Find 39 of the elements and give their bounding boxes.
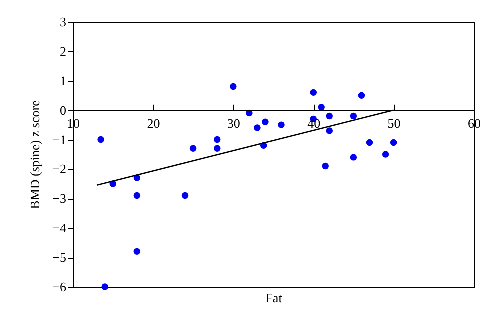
y-axis-title: BMD (spine) z score xyxy=(28,100,43,210)
x-tick-label: 50 xyxy=(388,116,401,131)
y-tick-label: 3 xyxy=(60,14,66,30)
point xyxy=(366,139,374,146)
point xyxy=(98,136,104,144)
point xyxy=(278,122,285,128)
point xyxy=(262,118,269,126)
y-tick-label: 1 xyxy=(60,73,66,88)
y-tick-label: −1 xyxy=(52,132,66,148)
point xyxy=(390,139,398,146)
point xyxy=(318,104,325,111)
point xyxy=(134,248,141,256)
x-tick-label: 20 xyxy=(147,116,160,131)
y-tick-label: −3 xyxy=(52,191,66,206)
point xyxy=(190,145,197,152)
x-tick-label: 40 xyxy=(308,116,321,131)
point xyxy=(134,192,141,200)
y-tick-label: −6 xyxy=(52,280,67,294)
point xyxy=(102,284,108,290)
point xyxy=(214,136,221,144)
point xyxy=(254,124,261,132)
point xyxy=(358,92,366,99)
x-axis-title: Fat xyxy=(266,290,283,306)
y-tick-label: 2 xyxy=(60,44,66,59)
point xyxy=(322,162,329,170)
point xyxy=(182,192,189,200)
point xyxy=(230,83,237,90)
point xyxy=(310,89,317,96)
point xyxy=(214,145,221,152)
x-tick-label: 30 xyxy=(227,116,240,131)
y-tick-label: −4 xyxy=(52,220,67,236)
y-tick-label: −2 xyxy=(52,162,66,177)
y-tick-label: 0 xyxy=(60,102,66,118)
point xyxy=(382,151,390,158)
point xyxy=(350,154,358,161)
point xyxy=(326,112,333,120)
point xyxy=(350,112,358,120)
y-tick-label: −5 xyxy=(52,250,66,266)
point xyxy=(326,128,333,134)
